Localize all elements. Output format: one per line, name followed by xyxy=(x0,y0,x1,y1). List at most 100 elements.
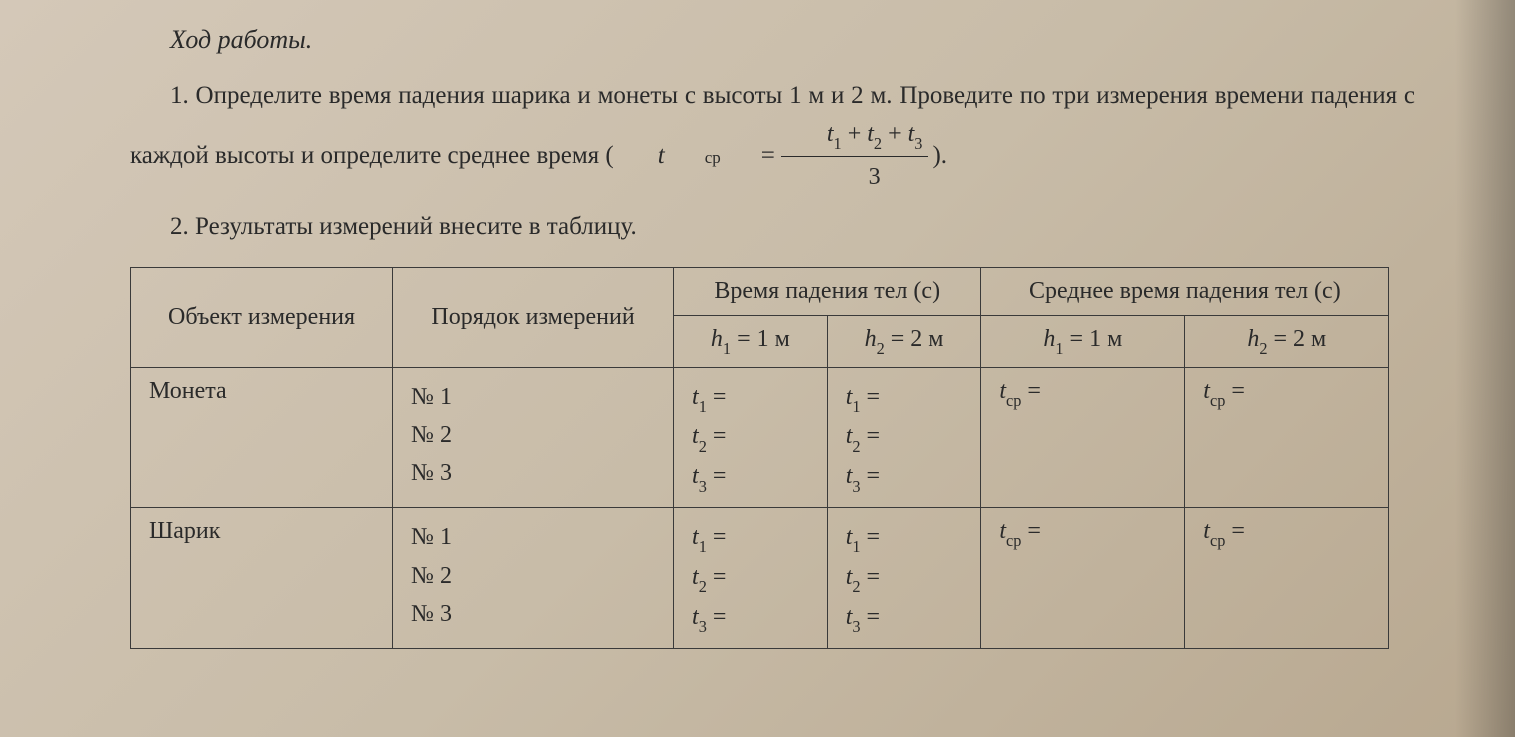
t-eq: = xyxy=(861,384,881,410)
t-eq: = xyxy=(707,564,727,590)
t-eq: = xyxy=(861,604,881,630)
t-sub: 1 xyxy=(852,537,860,556)
t1-line: t1 = xyxy=(692,518,809,558)
formula-lhs-sub: ср xyxy=(665,145,721,171)
h2-sub-b: 2 xyxy=(1259,339,1267,358)
tcp-sub: ср xyxy=(1210,391,1225,410)
h2-eq-b: = 2 м xyxy=(1268,326,1327,352)
t-eq: = xyxy=(707,463,727,489)
formula-average: tср = t1 + t2 + t3 3 xyxy=(618,116,929,196)
order-1: № 1 xyxy=(411,518,655,556)
subcol-h1-b: h1 = 1 м xyxy=(981,315,1185,367)
t-eq: = xyxy=(861,463,881,489)
t-sub: 3 xyxy=(852,617,860,636)
table-header-row-1: Объект измерения Порядок измерений Время… xyxy=(131,267,1389,315)
num-t3-sub: 3 xyxy=(914,134,922,153)
order-2: № 2 xyxy=(411,416,655,454)
col-fall-time: Время падения тел (с) xyxy=(674,267,981,315)
table-row-coin: Монета № 1 № 2 № 3 t1 = t2 = t3 = t1 = t… xyxy=(131,367,1389,508)
t-sub: 2 xyxy=(852,437,860,456)
t-sub: 2 xyxy=(699,437,707,456)
t1-line: t1 = xyxy=(692,378,809,418)
h1-eq-b: = 1 м xyxy=(1064,326,1123,352)
t-eq: = xyxy=(707,384,727,410)
t2-line: t2 = xyxy=(692,417,809,457)
h1-sub: 1 xyxy=(723,339,731,358)
formula-denominator: 3 xyxy=(829,157,881,196)
t-eq: = xyxy=(861,423,881,449)
t-sub: 3 xyxy=(699,617,707,636)
cell-time-h1-ball: t1 = t2 = t3 = xyxy=(674,508,828,649)
tcp-sub: ср xyxy=(1006,391,1021,410)
t3-line: t3 = xyxy=(846,598,963,638)
tcp-var: t xyxy=(999,518,1006,544)
cell-time-h2-coin: t1 = t2 = t3 = xyxy=(827,367,981,508)
t-var: t xyxy=(692,423,699,449)
t-eq: = xyxy=(861,564,881,590)
t2-line: t2 = xyxy=(692,558,809,598)
t-sub: 3 xyxy=(852,477,860,496)
h1-var: h xyxy=(711,326,723,352)
formula-eq: = xyxy=(721,137,775,176)
cell-order-ball: № 1 № 2 № 3 xyxy=(393,508,674,649)
cell-avg-h2-ball: tср = xyxy=(1185,508,1389,649)
t3-line: t3 = xyxy=(692,457,809,497)
formula-fraction: t1 + t2 + t3 3 xyxy=(781,116,929,196)
t-sub: 1 xyxy=(852,397,860,416)
order-2: № 2 xyxy=(411,557,655,595)
num-t1-sub: 1 xyxy=(834,134,842,153)
cell-time-h2-ball: t1 = t2 = t3 = xyxy=(827,508,981,649)
t-sub: 3 xyxy=(699,477,707,496)
cell-object-coin: Монета xyxy=(131,367,393,508)
t2-line: t2 = xyxy=(846,417,963,457)
cell-object-ball: Шарик xyxy=(131,508,393,649)
col-object: Объект измерения xyxy=(131,267,393,367)
num-t2-sub: 2 xyxy=(874,134,882,153)
cell-avg-h1-coin: tср = xyxy=(981,367,1185,508)
tcp-sub: ср xyxy=(1210,531,1225,550)
t-sub: 1 xyxy=(699,537,707,556)
num-t2-var: t xyxy=(867,121,874,147)
h2-eq: = 2 м xyxy=(885,326,944,352)
paragraph-2: 2. Результаты измерений внесите в таблиц… xyxy=(130,208,1415,247)
para1-text-after: ). xyxy=(932,142,947,169)
t1-line: t1 = xyxy=(846,378,963,418)
t2-line: t2 = xyxy=(846,558,963,598)
cell-time-h1-coin: t1 = t2 = t3 = xyxy=(674,367,828,508)
col-avg-time: Среднее время падения тел (с) xyxy=(981,267,1389,315)
t3-line: t3 = xyxy=(846,457,963,497)
t-sub: 2 xyxy=(852,577,860,596)
formula-lhs-var: t xyxy=(618,137,665,176)
t-eq: = xyxy=(861,524,881,550)
tcp-var: t xyxy=(1203,518,1210,544)
section-heading: Ход работы. xyxy=(170,25,1415,55)
num-t1-var: t xyxy=(827,121,834,147)
cell-avg-h2-coin: tср = xyxy=(1185,367,1389,508)
tcp-eq: = xyxy=(1225,378,1245,404)
t-eq: = xyxy=(707,423,727,449)
measurements-table: Объект измерения Порядок измерений Время… xyxy=(130,267,1389,649)
tcp-sub: ср xyxy=(1006,531,1021,550)
t1-line: t1 = xyxy=(846,518,963,558)
t-var: t xyxy=(692,604,699,630)
tcp-var: t xyxy=(1203,378,1210,404)
h1-eq: = 1 м xyxy=(731,326,790,352)
t-var: t xyxy=(692,564,699,590)
order-3: № 3 xyxy=(411,454,655,492)
cell-avg-h1-ball: tср = xyxy=(981,508,1185,649)
subcol-h2-b: h2 = 2 м xyxy=(1185,315,1389,367)
t-eq: = xyxy=(707,524,727,550)
tcp-eq: = xyxy=(1225,518,1245,544)
t-sub: 2 xyxy=(699,577,707,596)
col-order: Порядок измерений xyxy=(393,267,674,367)
t-eq: = xyxy=(707,604,727,630)
plus1: + xyxy=(842,121,868,147)
paragraph-1: 1. Определите время падения шарика и мон… xyxy=(130,77,1415,196)
table-row-ball: Шарик № 1 № 2 № 3 t1 = t2 = t3 = t1 = t2… xyxy=(131,508,1389,649)
h1-var-b: h xyxy=(1043,326,1055,352)
formula-numerator: t1 + t2 + t3 xyxy=(781,116,929,157)
subcol-h2-a: h2 = 2 м xyxy=(827,315,981,367)
order-1: № 1 xyxy=(411,378,655,416)
tcp-eq: = xyxy=(1021,378,1041,404)
cell-order-coin: № 1 № 2 № 3 xyxy=(393,367,674,508)
